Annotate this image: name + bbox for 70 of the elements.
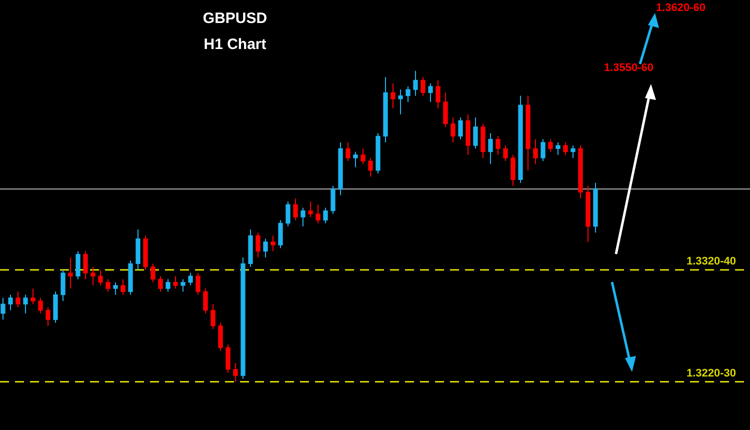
candlestick bbox=[316, 204, 320, 224]
candlestick bbox=[450, 117, 456, 143]
candlestick bbox=[218, 322, 223, 352]
candlestick bbox=[420, 76, 426, 96]
candlestick bbox=[473, 117, 478, 150]
candlestick bbox=[173, 276, 178, 290]
candlestick bbox=[158, 276, 163, 292]
candlestick bbox=[8, 294, 13, 311]
candlestick bbox=[570, 145, 576, 158]
text: 1.3220-30 bbox=[686, 367, 736, 380]
candlestick bbox=[443, 92, 448, 128]
candlestick bbox=[226, 344, 230, 373]
candlestick bbox=[406, 86, 410, 102]
candlestick bbox=[293, 198, 298, 221]
candlestick bbox=[270, 235, 276, 252]
candlestick bbox=[308, 200, 313, 218]
candlestick bbox=[556, 142, 560, 156]
candlestick bbox=[278, 220, 283, 249]
candlestick bbox=[300, 207, 306, 227]
candlestick bbox=[428, 82, 433, 102]
candlestick bbox=[503, 145, 508, 162]
candlestick bbox=[510, 154, 516, 186]
candlestick bbox=[458, 117, 463, 140]
candlestick bbox=[76, 250, 80, 280]
candlestick bbox=[83, 250, 88, 280]
candlestick bbox=[150, 263, 156, 283]
text: 1.3320-40 bbox=[686, 255, 736, 268]
candlestick bbox=[16, 291, 20, 308]
text: 1.3620-60 bbox=[656, 2, 706, 14]
chart-title: GBPUSD bbox=[202, 10, 268, 27]
candlestick bbox=[233, 362, 238, 382]
candlestick bbox=[23, 294, 28, 314]
candlestick bbox=[90, 266, 96, 286]
candlestick bbox=[106, 278, 110, 292]
candlestick bbox=[413, 70, 418, 96]
candlestick bbox=[263, 238, 268, 258]
candlestick bbox=[533, 138, 538, 165]
candlestick bbox=[323, 207, 328, 224]
candlestick bbox=[496, 136, 500, 156]
candlestick bbox=[368, 157, 373, 178]
candlestick bbox=[166, 278, 170, 292]
candlestick bbox=[188, 272, 193, 286]
candlestick bbox=[68, 256, 73, 290]
candlestick bbox=[398, 89, 403, 115]
candlestick bbox=[203, 288, 208, 314]
candlestick bbox=[390, 82, 396, 109]
candlestick bbox=[353, 151, 358, 168]
text: 1.3550-60 bbox=[604, 62, 654, 74]
candlestick bbox=[60, 269, 66, 302]
candlestick bbox=[210, 304, 216, 330]
candlestick bbox=[346, 142, 350, 162]
candlestick bbox=[540, 138, 546, 162]
candlestick bbox=[563, 142, 568, 156]
candlestick bbox=[113, 282, 118, 296]
candlestick bbox=[98, 269, 103, 286]
candlestick bbox=[256, 232, 260, 258]
candlestick bbox=[180, 278, 186, 292]
candlestick bbox=[436, 80, 440, 109]
candlestick bbox=[30, 288, 36, 305]
candlestick bbox=[548, 138, 553, 152]
candlestick bbox=[196, 272, 200, 296]
candlestick bbox=[38, 297, 43, 314]
candlestick bbox=[360, 148, 366, 165]
candlestick bbox=[0, 297, 6, 320]
candlestick bbox=[286, 200, 290, 227]
candlestick bbox=[488, 132, 493, 165]
candlestick bbox=[330, 185, 336, 214]
candlestick bbox=[120, 278, 126, 296]
candlestick bbox=[46, 306, 50, 326]
chart-subtitle: H1 Chart bbox=[202, 36, 268, 53]
